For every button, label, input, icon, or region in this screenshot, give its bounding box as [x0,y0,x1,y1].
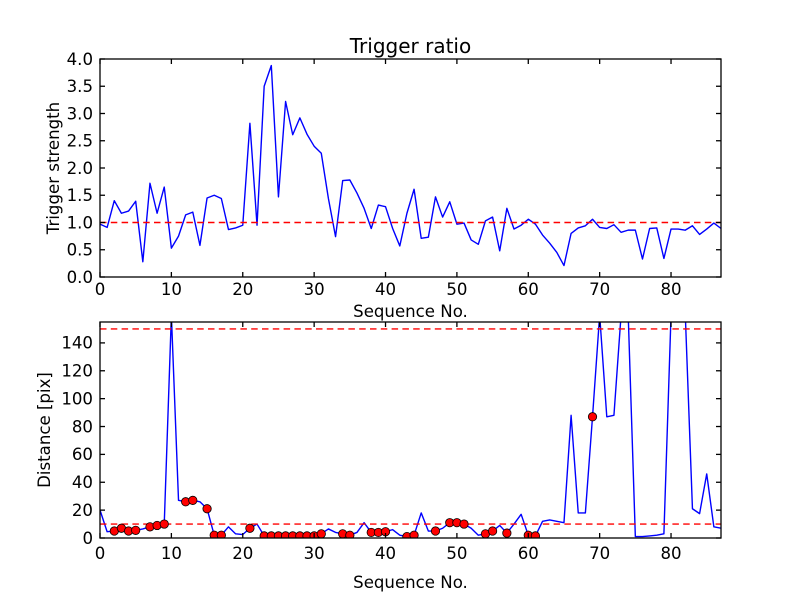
y-tick-label: 80 [72,417,93,436]
y-tick-label: 1.5 [67,186,93,205]
bottom-chart: 0 10 20 30 40 50 60 70 80 0 20 40 60 80 100 120 140 Seque… [35,321,722,592]
y-tick-label: 40 [72,473,93,492]
x-tick-label: 30 [304,280,325,299]
x-tick-label: 30 [304,544,325,563]
top-chart: 0 10 20 30 40 50 60 70 80 0.0 0.5 1.0 1.5 2.0 2.5 3.0 3.… [44,34,722,321]
y-tick-label: 140 [61,334,93,353]
x-tick-label: 50 [446,280,467,299]
data-point-marker [459,519,469,529]
bottom-axes-frame [99,321,722,539]
y-tick-label: 100 [61,389,93,408]
x-tick-label: 40 [375,280,396,299]
y-tick-label: 3.5 [67,77,93,96]
top-axes-frame [99,58,722,278]
x-tick-label: 20 [232,544,253,563]
data-point-marker [188,495,198,505]
data-point-marker [316,529,326,538]
x-tick-label: 20 [232,280,253,299]
y-tick-label: 3.0 [67,104,93,123]
y-tick-label: 20 [72,501,93,520]
y-tick-label: 4.0 [67,50,93,69]
y-tick-label: 0.5 [67,241,93,260]
y-axis-label: Distance [pix] [35,372,54,488]
data-point-marker [159,519,169,529]
data-point-marker [216,530,226,538]
x-tick-label: 10 [161,544,182,563]
x-tick-label: 70 [589,280,610,299]
y-tick-label: 1.0 [67,213,93,232]
y-axis-label: Trigger strength [44,102,63,235]
chart-title: Trigger ratio [349,34,471,58]
x-tick-label: 70 [589,544,610,563]
y-tick-label: 2.5 [67,132,93,151]
x-tick-label: 80 [660,280,681,299]
y-tick-label: 0 [82,529,93,548]
data-point-marker [502,528,512,538]
y-tick-label: 2.0 [67,159,93,178]
data-point-marker [131,525,141,535]
data-point-marker [530,531,541,538]
x-tick-label: 0 [95,544,106,563]
y-tick-label: 120 [61,362,93,381]
x-tick-label: 10 [161,280,182,299]
data-point-marker [430,526,441,536]
top-data-line [100,64,721,267]
x-tick-label: 0 [95,280,106,299]
data-point-marker [487,526,498,536]
data-point-marker [245,523,255,533]
data-point-marker [202,504,212,514]
data-point-marker [587,412,598,422]
y-tick-label: 0.0 [67,268,93,287]
x-tick-label: 40 [375,544,396,563]
x-axis-label: Sequence No. [353,573,468,592]
x-tick-label: 80 [660,544,681,563]
x-axis-label: Sequence No. [353,302,468,321]
x-tick-label: 60 [518,280,539,299]
x-tick-label: 50 [446,544,467,563]
x-tick-label: 60 [518,544,539,563]
data-point-marker [345,530,355,538]
y-tick-label: 60 [72,445,93,464]
data-point-marker [409,530,419,538]
